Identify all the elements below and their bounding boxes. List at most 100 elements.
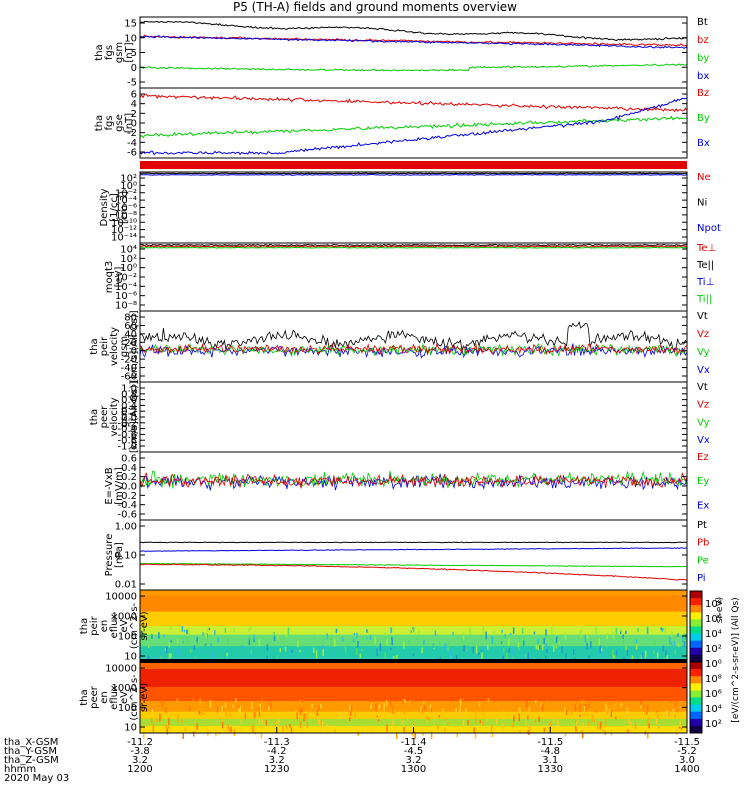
y-tick-label: -4	[127, 138, 137, 149]
spectrogram-speck	[159, 713, 161, 722]
spectrogram-speck	[473, 727, 475, 734]
spectrogram-speck	[628, 711, 631, 716]
spectrogram-speck	[151, 709, 153, 715]
spectrogram-speck	[434, 630, 437, 637]
y-axis-label: Density	[99, 188, 110, 226]
spectrogram-speck	[676, 727, 678, 735]
spectrogram-speck	[474, 709, 477, 716]
spectrogram-speck	[534, 700, 537, 704]
axis-row-label: tha_X-GSM	[4, 737, 58, 748]
spectrogram-speck	[475, 717, 477, 724]
spectrogram-speck	[335, 628, 338, 633]
colorbar-tick-label: 10⁸	[705, 599, 722, 610]
y-tick-label: 10⁻⁸	[115, 210, 137, 221]
spectrogram-speck	[462, 632, 465, 640]
spectrogram-speck	[535, 645, 538, 650]
y-tick-label: -0.8	[117, 436, 137, 447]
spectrogram-speck	[505, 652, 508, 660]
spectrogram-speck	[352, 638, 355, 643]
series-bt	[139, 20, 688, 42]
legend-label: Ez	[697, 452, 709, 463]
axis-row-value: -11.5	[537, 737, 563, 748]
spectrogram-speck	[600, 721, 602, 728]
spectrogram-speck	[350, 704, 353, 711]
spectrogram-speck	[235, 698, 237, 703]
spectrogram-speck	[574, 704, 577, 710]
y-axis-label: [km/s](All Qs)]	[129, 310, 140, 382]
spectrogram-speck	[219, 717, 221, 721]
spectrogram-speck	[392, 716, 394, 721]
axis-row-label: tha_Y-GSM	[4, 746, 57, 757]
spectrogram-speck	[541, 638, 544, 645]
spectrogram-speck	[599, 725, 602, 730]
spectrogram-speck	[540, 702, 543, 708]
spectrogram-speck	[354, 709, 356, 718]
spectrogram-speck	[176, 648, 179, 654]
spectrogram-speck	[258, 717, 261, 725]
series-pe	[139, 562, 688, 568]
spectrogram-speck	[390, 708, 393, 714]
y-axis-label: eV	[119, 619, 130, 632]
spectrogram-speck	[332, 651, 335, 657]
y-axis-label: [km/s](All Qs)]	[129, 381, 140, 453]
y-tick-label: 0	[131, 346, 137, 357]
spectrogram-speck	[666, 654, 668, 661]
y-tick-label: 10⁴	[120, 245, 137, 256]
spectrogram-speck	[648, 723, 650, 729]
y-axis-label: velocity	[109, 397, 120, 436]
series-Bx	[139, 97, 687, 156]
spectrogram-speck	[165, 724, 167, 729]
spectrogram-speck	[203, 712, 205, 716]
spectrogram-speck	[165, 706, 167, 713]
spectrogram-speck	[519, 708, 521, 715]
y-axis-label: fgs	[104, 45, 115, 60]
spectrogram-speck	[370, 702, 372, 709]
spectrogram-speck	[384, 635, 386, 639]
spectrogram-speck	[221, 720, 223, 724]
y-tick-label: 10	[124, 33, 137, 44]
y-tick-label: -6	[127, 148, 137, 159]
y-axis-label: gsm	[119, 336, 130, 357]
spectrogram-speck	[653, 650, 655, 654]
y-tick-label: -20	[121, 355, 137, 366]
spectrogram-speck	[482, 626, 485, 634]
spectrogram-speck	[602, 729, 605, 732]
spectrogram-speck	[144, 633, 147, 637]
spectrogram-speck	[403, 708, 406, 715]
spectrogram-speck	[226, 712, 228, 718]
spectrogram-speck	[591, 714, 594, 722]
spectrogram-speck	[598, 638, 600, 647]
spectrogram-band	[140, 611, 687, 627]
spectrogram-speck	[479, 720, 482, 724]
spectrogram-speck	[186, 637, 189, 643]
spectrogram-speck	[155, 656, 157, 659]
spectrogram-speck	[376, 715, 378, 718]
spectrogram-speck	[366, 629, 368, 633]
spectrogram-speck	[430, 731, 433, 739]
spectrogram-speck	[170, 627, 172, 631]
spectrogram-speck	[653, 640, 656, 647]
series-pb	[139, 563, 688, 581]
spectrogram-speck	[413, 627, 415, 633]
spectrogram-speck	[444, 728, 446, 732]
spectrogram-speck	[510, 712, 513, 719]
spectrogram-band	[140, 701, 687, 713]
y-axis-label: [nPa]	[114, 542, 125, 568]
colorbar-upper	[690, 591, 702, 599]
spectrogram-speck	[599, 645, 601, 654]
y-axis-label: tha	[79, 618, 90, 634]
spectrogram-speck	[422, 728, 424, 736]
spectrogram-speck	[251, 704, 253, 707]
spectrogram-speck	[631, 655, 634, 660]
spectrogram-speck	[474, 731, 477, 739]
spectrogram-speck	[396, 732, 398, 740]
spectrogram-speck	[197, 715, 199, 718]
spectrogram-speck	[391, 639, 393, 646]
y-tick-label: -0.4	[117, 500, 137, 511]
legend-label: Pi	[697, 573, 706, 584]
spectrogram-speck	[410, 630, 412, 633]
y-tick-label: 0.6	[121, 454, 137, 465]
legend-label: Ti||	[696, 294, 712, 305]
y-tick-label: 0.8	[121, 389, 137, 400]
spectrogram-speck	[555, 637, 558, 643]
